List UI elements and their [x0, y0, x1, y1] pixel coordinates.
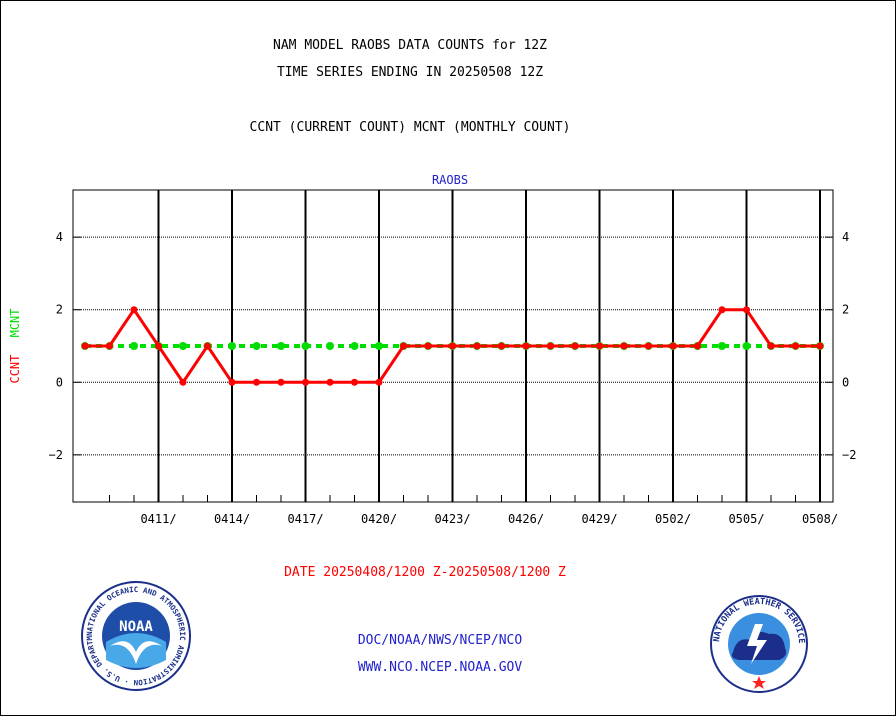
- data-point-ccnt: [743, 306, 750, 314]
- data-point-ccnt: [522, 342, 530, 350]
- y-tick-label-left: 2: [56, 303, 63, 317]
- data-point-ccnt: [718, 306, 726, 314]
- data-point-mcnt: [718, 342, 726, 350]
- data-point-mcnt: [301, 342, 310, 350]
- data-point-mcnt: [252, 342, 261, 350]
- data-point-mcnt: [375, 342, 383, 350]
- org-line: DOC/NOAA/NWS/NCEP/NCO: [357, 633, 523, 648]
- x-tick-label: 0505/: [728, 512, 764, 526]
- y-tick-label-left: 4: [56, 230, 63, 244]
- data-point-ccnt: [400, 342, 407, 350]
- data-point-ccnt: [816, 342, 824, 350]
- data-point-ccnt: [302, 378, 309, 386]
- x-tick-label: 0508/: [802, 512, 838, 526]
- y-tick-label-right: 2: [842, 303, 849, 317]
- data-point-ccnt: [449, 342, 456, 350]
- data-point-ccnt: [375, 378, 383, 386]
- data-point-ccnt: [106, 342, 113, 350]
- tick-layer: −2 −2 0 0 2 2 4 4 0411/0414/0417/0420/0423/0426/…: [49, 230, 857, 526]
- data-point-ccnt: [130, 306, 138, 314]
- data-point-ccnt: [204, 342, 211, 350]
- x-tick-label: 0417/: [287, 512, 323, 526]
- data-point-ccnt: [326, 378, 334, 386]
- data-point-mcnt: [742, 342, 751, 350]
- data-point-ccnt: [81, 342, 89, 350]
- line-chart: RAOBS CCNT MCNT −2 −2 0 0 2 2 4 4 0411/0414/0417…: [8, 173, 857, 526]
- panel-title: RAOBS: [432, 173, 468, 187]
- url-line: WWW.NCO.NCEP.NOAA.GOV: [357, 660, 523, 675]
- series-layer: [81, 306, 824, 386]
- data-point-ccnt: [571, 342, 579, 350]
- y-axis-label: CCNT MCNT: [8, 308, 22, 383]
- data-point-ccnt: [277, 378, 285, 386]
- data-point-ccnt: [645, 342, 652, 350]
- data-point-ccnt: [620, 342, 628, 350]
- data-point-ccnt: [424, 342, 432, 350]
- nws-logo: NATIONAL WEATHER SERVICE: [710, 595, 808, 693]
- data-point-mcnt: [130, 342, 138, 350]
- data-point-mcnt: [350, 342, 359, 350]
- y-axis-label-mcnt: MCNT: [8, 308, 22, 337]
- data-point-ccnt: [547, 342, 554, 350]
- data-point-mcnt: [326, 342, 334, 350]
- data-point-ccnt: [792, 342, 799, 350]
- y-tick-label-left: −2: [49, 448, 63, 462]
- data-point-ccnt: [669, 342, 677, 350]
- noaa-logo: NATIONAL OCEANIC AND ATMOSPHERIC ADMINIS…: [80, 580, 191, 691]
- x-tick-label: 0423/: [434, 512, 470, 526]
- data-point-ccnt: [351, 378, 358, 386]
- data-point-mcnt: [277, 342, 285, 350]
- y-tick-label-right: 4: [842, 230, 849, 244]
- data-point-ccnt: [179, 378, 187, 386]
- y-tick-label-right: 0: [842, 375, 849, 389]
- data-point-ccnt: [473, 342, 481, 350]
- x-tick-label: 0426/: [508, 512, 544, 526]
- data-point-ccnt: [253, 378, 260, 386]
- date-range-label: DATE 20250408/1200 Z-20250508/1200 Z: [284, 565, 566, 580]
- noaa-logo-text: NOAA: [119, 619, 153, 635]
- chart-title-line-3: CCNT (CURRENT COUNT) MCNT (MONTHLY COUNT…: [249, 120, 571, 135]
- data-point-ccnt: [767, 342, 775, 350]
- x-tick-label: 0411/: [140, 512, 176, 526]
- data-point-ccnt: [498, 342, 505, 350]
- chart-title-line-2: TIME SERIES ENDING IN 20250508 12Z: [276, 65, 544, 80]
- data-point-ccnt: [228, 378, 236, 386]
- chart-title-line-1: NAM MODEL RAOBS DATA COUNTS for 12Z: [273, 38, 547, 53]
- svg-text:CCNT MCNT: CCNT MCNT: [8, 308, 22, 383]
- y-tick-label-left: 0: [56, 375, 63, 389]
- y-axis-label-ccnt: CCNT: [8, 355, 22, 384]
- data-point-mcnt: [179, 342, 187, 350]
- data-point-ccnt: [155, 342, 162, 350]
- x-tick-label: 0502/: [655, 512, 691, 526]
- data-point-mcnt: [228, 342, 236, 350]
- data-point-ccnt: [694, 342, 701, 350]
- x-tick-label: 0429/: [581, 512, 617, 526]
- data-point-ccnt: [596, 342, 603, 350]
- x-tick-label: 0414/: [214, 512, 250, 526]
- y-tick-label-right: −2: [842, 448, 856, 462]
- x-tick-label: 0420/: [361, 512, 397, 526]
